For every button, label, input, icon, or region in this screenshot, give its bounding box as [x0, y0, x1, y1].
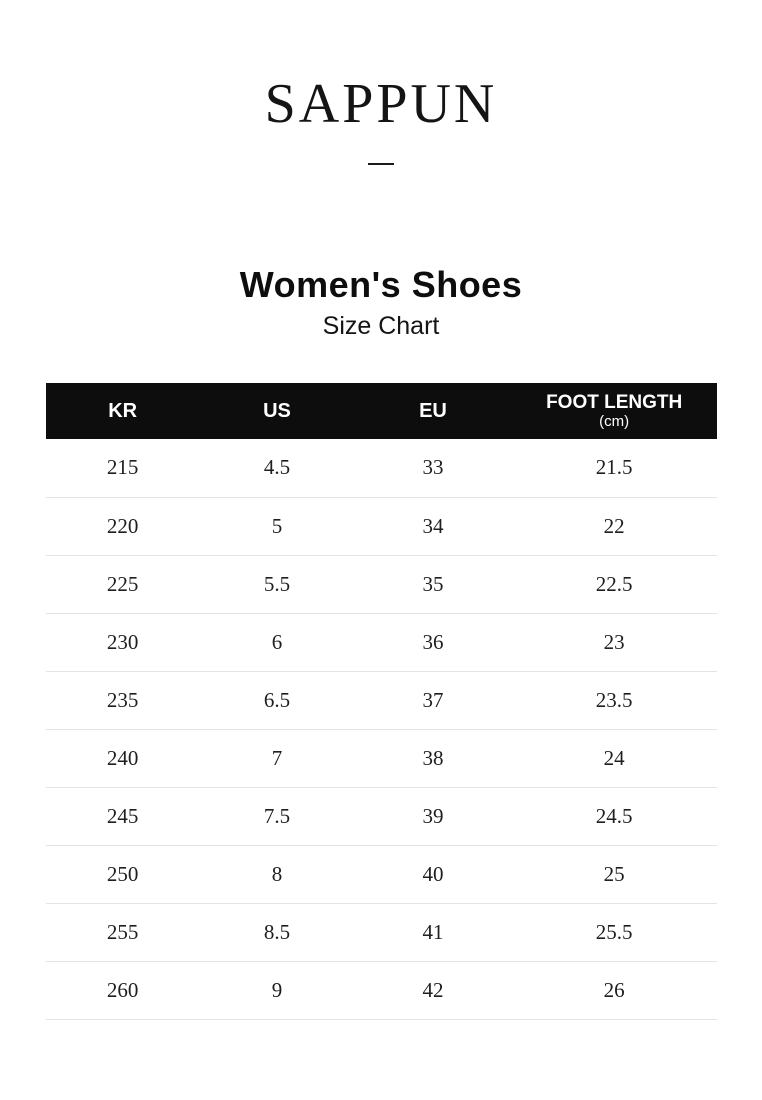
table-cell: 22 [603, 513, 625, 538]
column-header-label: KR [108, 399, 138, 422]
table-cell: 7 [271, 745, 283, 770]
table-cell: 36 [422, 629, 444, 654]
column-header-label: FOOT LENGTH [546, 392, 683, 413]
column-header-eu: EU [354, 383, 512, 439]
column-header-label: EU [419, 399, 447, 422]
table-row: 215 4.5 33 21.5 [45, 439, 717, 497]
table-cell: 9 [271, 977, 283, 1002]
table-cell: 24 [603, 745, 625, 770]
table-cell: 24.5 [595, 803, 633, 828]
table-cell: 7.5 [263, 803, 291, 828]
table-cell: 35 [422, 571, 444, 596]
table-cell: 240 [106, 745, 139, 770]
column-header-kr: KR [46, 383, 200, 439]
table-cell: 25.5 [595, 919, 633, 944]
column-header-us: US [200, 383, 354, 439]
table-cell: 26 [603, 977, 625, 1002]
table-cell: 42 [422, 977, 444, 1002]
table-cell: 25 [603, 861, 625, 886]
brand-logo: SAPPUN [264, 73, 498, 135]
column-header-foot-length: FOOT LENGTH (cm) [512, 383, 717, 439]
table-cell: 230 [106, 629, 139, 654]
table-cell: 225 [106, 571, 139, 596]
table-row: 255 8.5 41 25.5 [45, 903, 717, 961]
logo-underline [368, 163, 394, 165]
table-cell: 40 [422, 861, 444, 886]
table-cell: 33 [422, 455, 444, 480]
table-row: 240 7 38 24 [45, 729, 717, 787]
table-cell: 6.5 [263, 687, 291, 712]
table-cell: 37 [422, 687, 444, 712]
table-body: 215 4.5 33 21.5 220 5 34 22 225 5.5 35 22.5 230 6 36 23… [45, 439, 717, 1019]
table-cell: 245 [106, 803, 139, 828]
table-cell: 5.5 [263, 571, 291, 596]
page-subtitle: Size Chart [322, 312, 440, 340]
table-cell: 260 [106, 977, 139, 1002]
table-cell: 41 [422, 919, 444, 944]
table-cell: 23.5 [595, 687, 633, 712]
table-cell: 220 [106, 513, 139, 538]
table-cell: 6 [271, 629, 283, 654]
table-row: 260 9 42 26 [45, 961, 717, 1019]
table-row: 250 8 40 25 [45, 845, 717, 903]
table-row: 245 7.5 39 24.5 [45, 787, 717, 845]
table-cell: 250 [106, 861, 139, 886]
table-row: 230 6 36 23 [45, 613, 717, 671]
table-cell: 8.5 [263, 919, 291, 944]
table-header-row: KR US EU FOOT LENGTH (cm) [45, 383, 717, 439]
column-header-label: US [263, 399, 291, 422]
table-cell: 4.5 [263, 455, 291, 480]
page-title: Women's Shoes [239, 264, 523, 305]
table-cell: 23 [603, 629, 625, 654]
table-cell: 39 [422, 803, 444, 828]
column-header-unit: (cm) [599, 413, 630, 430]
table-row: 235 6.5 37 23.5 [45, 671, 717, 729]
table-cell: 215 [106, 455, 139, 480]
table-header: KR US EU FOOT LENGTH (cm) [45, 383, 717, 439]
table-row: 220 5 34 22 [45, 497, 717, 555]
table-cell: 22.5 [595, 571, 633, 596]
table-cell: 38 [422, 745, 444, 770]
table-cell: 255 [106, 919, 139, 944]
table-row: 225 5.5 35 22.5 [45, 555, 717, 613]
table-cell: 8 [271, 861, 283, 886]
table-cell: 5 [271, 513, 283, 538]
table-cell: 21.5 [595, 455, 633, 480]
size-chart-table: KR US EU FOOT LENGTH (cm) 215 4.5 33 21.5 22… [45, 383, 717, 1020]
table-cell: 34 [422, 513, 444, 538]
table-cell: 235 [106, 687, 139, 712]
